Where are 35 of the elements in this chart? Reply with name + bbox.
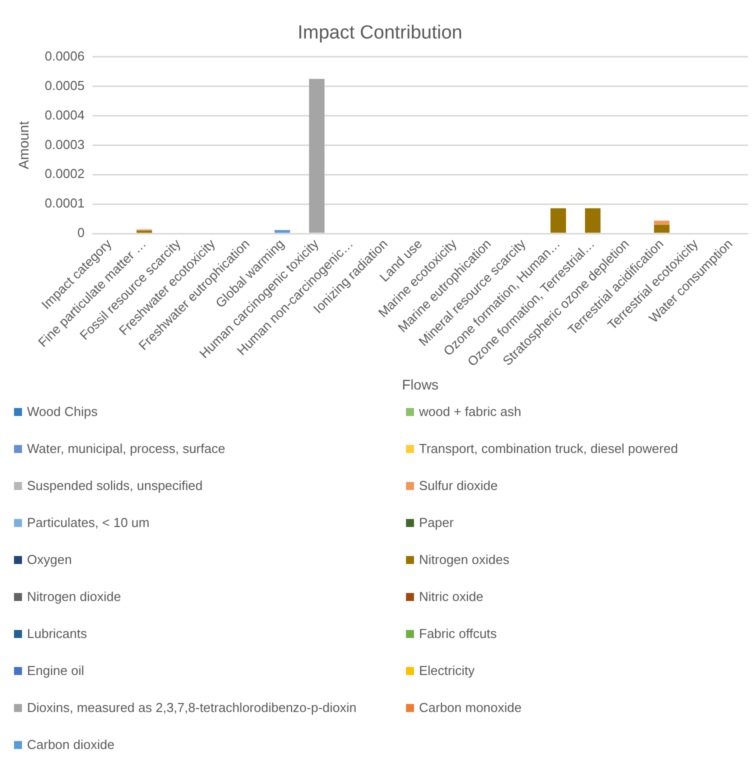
legend-label: Water, municipal, process, surface (27, 441, 226, 456)
y-tick-label: 0.0001 (44, 196, 85, 211)
bar (585, 208, 601, 233)
legend-label: Nitrogen dioxide (27, 589, 121, 604)
y-tick-label: 0.0003 (44, 136, 85, 152)
legend-label: Dioxins, measured as 2,3,7,8-tetrachlorodibenzo-p-dioxin (27, 700, 357, 715)
legend-label: Carbon monoxide (419, 700, 522, 715)
legend-label: Particulates, < 10 um (27, 515, 150, 530)
legend-label: Carbon dioxide (27, 737, 114, 752)
bar (654, 220, 670, 225)
y-tick-label: 0.0005 (44, 78, 85, 93)
y-tick-label: 0.0004 (44, 107, 85, 122)
legend-label: Engine oil (27, 663, 84, 678)
legend-label: Sulfur dioxide (419, 478, 498, 493)
legend-label: Electricity (419, 663, 475, 678)
bar (309, 78, 325, 233)
legend-label: Transport, combination truck, diesel powered (419, 441, 678, 456)
y-axis-title: Amount (15, 120, 32, 170)
legend-label: Fabric offcuts (419, 626, 497, 641)
legend-label: Nitrogen oxides (419, 552, 510, 567)
y-tick-label: 0.0006 (44, 48, 85, 64)
legend-label: Nitric oxide (419, 589, 484, 604)
y-tick-label: 0 (77, 225, 85, 240)
chart-title: Impact Contribution (298, 22, 462, 44)
legend-label: Paper (419, 515, 454, 530)
legend-label: Suspended solids, unspecified (27, 478, 203, 493)
legend-label: wood + fabric ash (419, 404, 522, 419)
bar (274, 230, 290, 233)
y-tick-label: 0.0002 (44, 166, 85, 182)
legend-label: Oxygen (27, 552, 72, 567)
legend-label: Lubricants (27, 626, 87, 641)
legend-label: Wood Chips (27, 404, 98, 419)
bar (550, 208, 566, 233)
bar (654, 224, 670, 233)
x-axis-title: Flows (402, 376, 439, 392)
